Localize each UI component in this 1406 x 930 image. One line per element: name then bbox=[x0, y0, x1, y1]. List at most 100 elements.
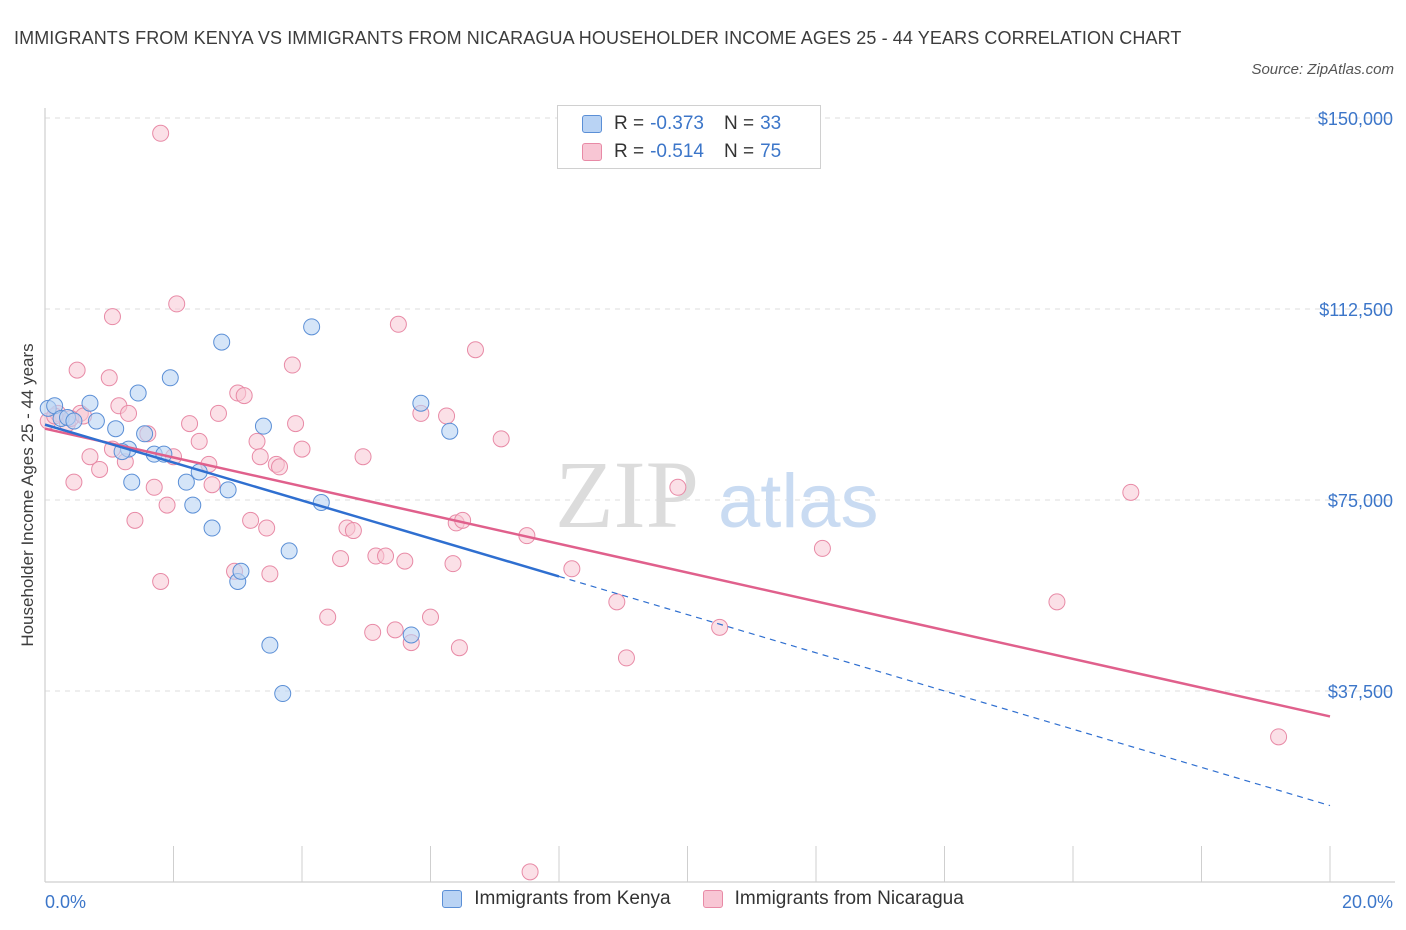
legend-swatch-kenya bbox=[442, 890, 463, 908]
nicaragua-point bbox=[386, 621, 404, 639]
kenya-point bbox=[219, 481, 237, 499]
nicaragua-point bbox=[190, 432, 208, 450]
nicaragua-point bbox=[521, 863, 539, 881]
legend-row-kenya: R = -0.373 N = 33 bbox=[582, 110, 781, 138]
legend-label-nicaragua: Immigrants from Nicaragua bbox=[734, 888, 964, 909]
nicaragua-point bbox=[444, 555, 462, 573]
series-legend: Immigrants from Kenya Immigrants from Ni… bbox=[0, 888, 1406, 910]
nicaragua-point bbox=[209, 404, 227, 422]
kenya-trend-extension bbox=[558, 575, 1331, 807]
legend-item-kenya[interactable]: Immigrants from Kenya bbox=[442, 888, 671, 910]
nicaragua-point bbox=[377, 547, 395, 565]
kenya-point bbox=[274, 685, 292, 703]
nicaragua-point bbox=[203, 476, 221, 494]
nicaragua-point bbox=[813, 539, 831, 557]
legend-label-kenya: Immigrants from Kenya bbox=[474, 888, 671, 909]
nicaragua-point bbox=[450, 639, 468, 657]
nicaragua-point bbox=[332, 550, 350, 568]
kenya-point bbox=[161, 369, 179, 387]
stats-legend: R = -0.373 N = 33 R = -0.514 N = 75 bbox=[557, 105, 821, 169]
nicaragua-point bbox=[251, 448, 269, 466]
kenya-point bbox=[136, 425, 154, 443]
legend-swatch-kenya bbox=[582, 115, 602, 133]
nicaragua-point bbox=[1270, 728, 1288, 746]
kenya-point bbox=[254, 417, 272, 435]
kenya-point bbox=[441, 422, 459, 440]
nicaragua-point bbox=[422, 608, 439, 626]
nicaragua-point bbox=[389, 315, 407, 333]
nicaragua-point bbox=[287, 415, 305, 433]
trend-lines bbox=[44, 423, 1331, 807]
legend-nicaragua-r: -0.514 bbox=[650, 141, 704, 162]
nicaragua-point bbox=[258, 519, 276, 537]
y-tick-label: $37,500 bbox=[1328, 682, 1393, 702]
nicaragua-point bbox=[271, 458, 289, 476]
series-kenya-points bbox=[39, 318, 459, 703]
kenya-point bbox=[261, 636, 279, 654]
nicaragua-point bbox=[100, 369, 118, 387]
kenya-point bbox=[177, 473, 195, 491]
nicaragua-point bbox=[319, 608, 337, 626]
kenya-point bbox=[213, 333, 231, 351]
legend-item-nicaragua[interactable]: Immigrants from Nicaragua bbox=[702, 888, 964, 910]
nicaragua-point bbox=[65, 473, 83, 491]
legend-n-label: N = bbox=[723, 141, 755, 162]
kenya-point bbox=[203, 519, 221, 537]
legend-kenya-r: -0.373 bbox=[650, 113, 704, 134]
nicaragua-point bbox=[261, 565, 279, 583]
nicaragua-point bbox=[438, 407, 456, 425]
nicaragua-point bbox=[344, 522, 362, 540]
chart-title: IMMIGRANTS FROM KENYA VS IMMIGRANTS FROM… bbox=[14, 28, 1182, 48]
nicaragua-point bbox=[669, 478, 687, 496]
nicaragua-point bbox=[283, 356, 301, 374]
axes bbox=[44, 108, 1395, 883]
kenya-point bbox=[65, 412, 83, 430]
nicaragua-point bbox=[364, 623, 382, 641]
nicaragua-point bbox=[103, 308, 121, 326]
kenya-point bbox=[184, 496, 202, 514]
x-tick-label: 0.0% bbox=[45, 892, 86, 912]
kenya-point bbox=[232, 562, 250, 580]
grid-lines bbox=[45, 117, 1395, 692]
nicaragua-point bbox=[354, 448, 372, 466]
nicaragua-point bbox=[617, 649, 635, 667]
nicaragua-point bbox=[608, 593, 626, 611]
nicaragua-point bbox=[1048, 593, 1066, 611]
nicaragua-point bbox=[120, 404, 138, 422]
legend-nicaragua-n: 75 bbox=[760, 141, 782, 162]
nicaragua-point bbox=[168, 295, 186, 313]
nicaragua-point bbox=[235, 387, 253, 405]
kenya-point bbox=[81, 394, 99, 412]
kenya-point bbox=[107, 420, 125, 438]
kenya-point bbox=[129, 384, 147, 402]
watermark-atlas: atlas bbox=[718, 459, 879, 544]
nicaragua-point bbox=[126, 511, 144, 529]
kenya-point bbox=[402, 626, 420, 644]
nicaragua-point bbox=[181, 415, 199, 433]
x-tick-labels: 0.0% 20.0% bbox=[45, 892, 1393, 912]
nicaragua-point bbox=[152, 124, 170, 142]
nicaragua-point bbox=[711, 618, 729, 636]
nicaragua-point bbox=[158, 496, 176, 514]
nicaragua-point bbox=[1122, 483, 1140, 501]
nicaragua-point bbox=[145, 478, 163, 496]
y-tick-label: $150,000 bbox=[1318, 109, 1393, 129]
legend-n-label: N = bbox=[723, 113, 755, 134]
watermark: ZIP atlas bbox=[555, 441, 879, 548]
nicaragua-point bbox=[81, 448, 99, 466]
y-tick-label: $75,000 bbox=[1328, 491, 1393, 511]
legend-row-nicaragua: R = -0.514 N = 75 bbox=[582, 138, 781, 166]
nicaragua-point bbox=[248, 432, 266, 450]
nicaragua-point bbox=[492, 430, 510, 448]
nicaragua-trend-line bbox=[44, 427, 1331, 718]
nicaragua-point bbox=[68, 361, 86, 379]
source-label: Source: ZipAtlas.com bbox=[1251, 61, 1394, 78]
nicaragua-point bbox=[396, 552, 414, 570]
kenya-point bbox=[412, 394, 430, 412]
kenya-trend-line bbox=[44, 423, 560, 578]
legend-r-label: R = bbox=[614, 113, 645, 134]
nicaragua-point bbox=[242, 511, 260, 529]
kenya-point bbox=[303, 318, 321, 336]
y-tick-labels: $37,500 $75,000 $112,500 $150,000 bbox=[1318, 109, 1393, 702]
